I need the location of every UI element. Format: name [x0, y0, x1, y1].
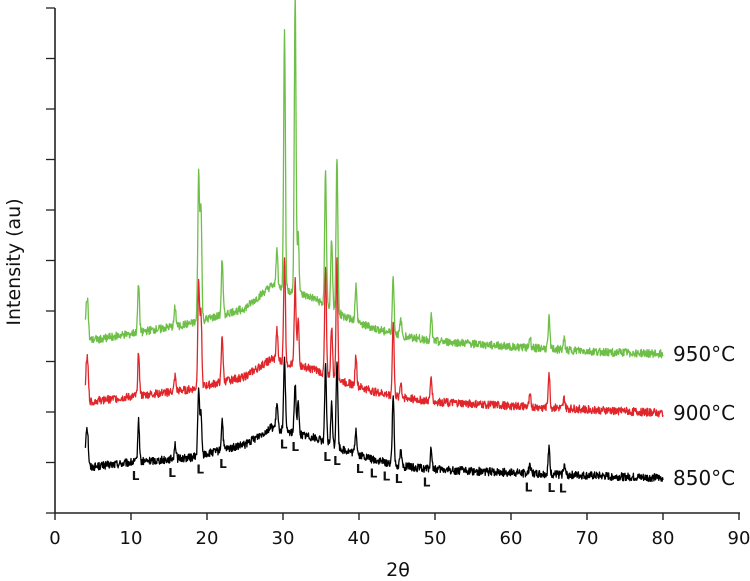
x-tick-label: 80 [652, 528, 675, 549]
x-tick-label: 90 [728, 528, 750, 549]
x-axis: 0 10 20 30 40 50 60 70 80 90 [49, 512, 750, 549]
phase-marker: L [196, 462, 204, 476]
y-axis-title: Intensity (au) [3, 198, 25, 325]
x-tick-label: 0 [49, 528, 60, 549]
x-tick-label: 10 [120, 528, 143, 549]
phase-marker: L [323, 450, 331, 464]
phase-marker: L [356, 462, 364, 476]
x-tick-label: 40 [348, 528, 371, 549]
x-tick-label: 30 [272, 528, 295, 549]
phase-marker: L [280, 437, 288, 451]
phase-marker: L [168, 466, 176, 480]
series-line-900 [84, 257, 664, 418]
series-line-850 [84, 356, 664, 483]
x-axis-title: 2θ [386, 559, 410, 581]
phase-marker: L [559, 482, 567, 496]
y-axis [46, 7, 56, 514]
x-tick-label: 20 [196, 528, 219, 549]
phase-marker: L [291, 440, 299, 454]
series-label-950: 950°C [673, 342, 735, 366]
series-labels: 850°C 900°C 950°C [673, 342, 735, 490]
phase-marker: L [383, 470, 391, 484]
phase-marker: L [423, 476, 431, 490]
series-line-950 [84, 0, 664, 359]
series-label-850: 850°C [673, 466, 735, 490]
phase-marker: L [370, 467, 378, 481]
x-tick-label: 60 [500, 528, 523, 549]
phase-marker: L [547, 481, 555, 495]
plot-traces [84, 0, 664, 483]
series-label-900: 900°C [673, 401, 735, 425]
phase-markers: L L L LL LL LL L L L L L L L [132, 437, 567, 495]
x-tick-label: 70 [576, 528, 599, 549]
phase-marker: L [219, 457, 227, 471]
phase-marker: L [132, 469, 140, 483]
phase-marker: L [333, 454, 341, 468]
phase-marker: L [395, 472, 403, 486]
phase-marker: L [525, 480, 533, 494]
x-tick-label: 50 [424, 528, 447, 549]
